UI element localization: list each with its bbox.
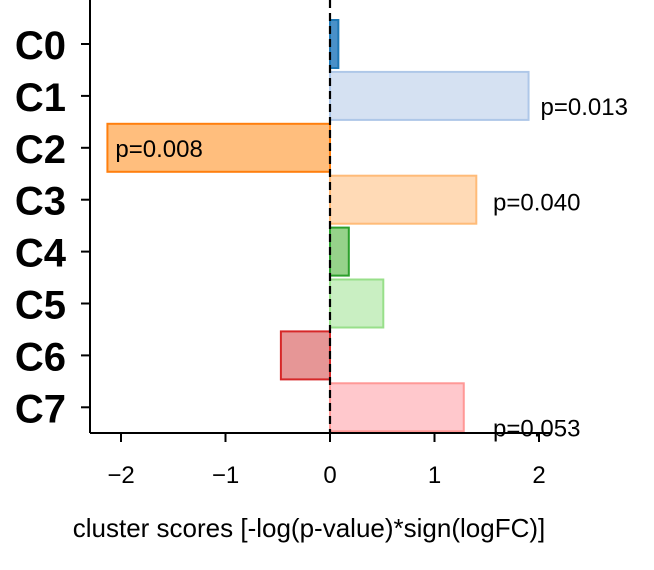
y-tick-label-c3: C3 <box>15 180 66 224</box>
bar-c0 <box>329 19 340 69</box>
y-tick-label-c1: C1 <box>15 76 66 120</box>
x-tick-label: 2 <box>532 462 545 489</box>
y-tick-label-c5: C5 <box>15 284 66 328</box>
bar-c1 <box>329 70 530 121</box>
bar-c7 <box>329 382 465 433</box>
y-tick-label-c0: C0 <box>15 24 66 68</box>
p-value-label-c2: p=0.008 <box>115 136 202 163</box>
bar-c3 <box>329 174 478 225</box>
bar-c4 <box>329 226 350 277</box>
p-value-label-c3: p=0.040 <box>493 190 580 217</box>
p-value-label-c1: p=0.013 <box>541 94 628 121</box>
y-tick-label-c2: C2 <box>15 128 66 172</box>
y-tick-label-c7: C7 <box>15 387 66 431</box>
bars <box>106 19 530 433</box>
x-tick-label: −2 <box>107 462 134 489</box>
bar-labels: p=0.013 p=0.008 p=0.040 p=0.053 <box>115 94 628 442</box>
y-tick-label-c4: C4 <box>15 232 67 276</box>
y-tick-label-c6: C6 <box>15 335 66 379</box>
x-tick-label: 0 <box>323 462 336 489</box>
x-ticks: −2 −1 0 1 2 <box>107 433 546 489</box>
bar-c5 <box>329 278 385 329</box>
axes <box>89 0 550 434</box>
bar-c2 <box>106 122 332 173</box>
x-tick-label: 1 <box>428 462 441 489</box>
bar-c6 <box>279 330 332 381</box>
y-ticks: C0 C1 C2 C3 C4 C5 C6 C7 <box>15 24 90 431</box>
p-value-label-c7: p=0.053 <box>493 415 580 442</box>
x-tick-label: −1 <box>212 462 239 489</box>
x-axis-title: cluster scores [-log(p-value)*sign(logFC… <box>73 513 545 543</box>
